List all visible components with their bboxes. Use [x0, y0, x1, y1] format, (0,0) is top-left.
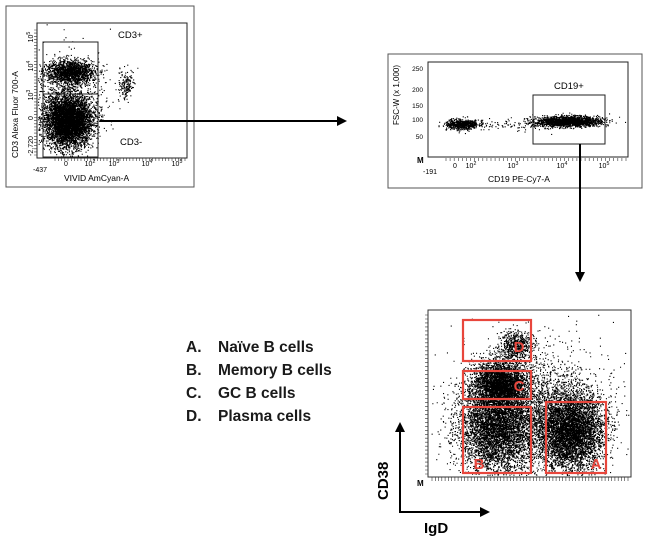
tick-label: 103 — [508, 161, 519, 170]
cd3-x-ticks: -437 0 102 103 104 105 — [33, 158, 186, 174]
tick-label: 250 — [412, 66, 423, 73]
cd19-plot-area — [427, 61, 629, 158]
gate-c-label: C — [514, 378, 525, 395]
tick-label: 150 — [412, 103, 423, 110]
tick-label: 103 — [26, 90, 35, 101]
tick-label: 0 — [28, 116, 35, 120]
cd3-y-ticks: 105 104 103 0 -2,720 — [26, 29, 37, 156]
cd19-plot: CD19+ FSC-W (x 1,000) CD19 PE-Cy7-A M 25… — [387, 53, 643, 189]
cd3-plot-area — [36, 22, 188, 159]
tick-label: 105 — [599, 161, 610, 170]
cd19-x-axis-label: CD19 PE-Cy7-A — [488, 174, 550, 184]
legend-letter: B. — [186, 361, 202, 379]
cd3-positive-label: CD3+ — [118, 30, 143, 41]
cd3-events — [38, 24, 139, 158]
cd19-events — [438, 112, 627, 135]
minor-ticks — [431, 477, 629, 481]
cd3-negative-label: CD3- — [120, 137, 142, 148]
tick-label: 200 — [412, 87, 423, 94]
tick-label: -2,720 — [28, 136, 35, 156]
cd38-axis-label: CD38 — [375, 462, 392, 500]
cd38-origin-label: M — [417, 479, 424, 488]
legend-label: Plasma cells — [218, 407, 312, 425]
tick-label: 0 — [453, 163, 457, 170]
legend-letter: C. — [186, 384, 202, 402]
legend-item: A. Naïve B cells — [186, 336, 332, 359]
tick-label: 0 — [64, 161, 68, 168]
gate-a-label: A — [591, 456, 602, 473]
tick-label: 104 — [26, 61, 35, 72]
tick-label: 105 — [26, 32, 35, 43]
legend-label: GC B cells — [218, 384, 296, 402]
cd3-y-axis-label: CD3 Alexa Fluor 700-A — [10, 71, 20, 158]
cd38-plot: D C B A M — [417, 309, 632, 488]
cd38-gates: D C B A — [461, 318, 608, 475]
legend-label: Memory B cells — [218, 361, 332, 379]
event-dots — [38, 24, 139, 158]
legend-item: B. Memory B cells — [186, 359, 332, 382]
legend-item: C. GC B cells — [186, 382, 332, 405]
tick-label: 100 — [412, 117, 423, 124]
legend-letter: A. — [186, 338, 202, 356]
minor-ticks — [445, 158, 627, 161]
tick-label: 102 — [85, 159, 96, 168]
cd19-origin-label: M — [417, 156, 424, 165]
cd19-x-ticks: -191 0 102 103 104 105 — [423, 158, 627, 176]
legend-letter: D. — [186, 407, 202, 425]
gate-b-label: B — [474, 456, 485, 473]
legend-label: Naïve B cells — [218, 338, 314, 356]
tick-label: 104 — [557, 161, 568, 170]
gate-d-box — [461, 318, 533, 363]
minor-ticks — [425, 314, 428, 475]
tick-label: -191 — [423, 169, 437, 176]
gate-d-label: D — [514, 339, 525, 356]
tick-label: 103 — [109, 159, 120, 168]
cd3-plot: CD3+ CD3- CD3 Alexa Fluor 700-A VIVID Am… — [5, 5, 195, 188]
cd19-positive-gate — [532, 94, 606, 145]
igd-axis-label: IgD — [424, 520, 448, 537]
cd38-x-ticks — [431, 477, 629, 481]
gate-a-box — [544, 400, 608, 475]
tick-label: 105 — [172, 159, 183, 168]
gate-c-box — [461, 369, 533, 401]
minor-ticks — [54, 158, 186, 161]
cd19-y-axis-label: FSC-W (x 1,000) — [392, 65, 401, 125]
cd3-negative-gate — [42, 93, 99, 158]
event-dots — [438, 112, 627, 135]
cd3-x-axis-label: VIVID AmCyan-A — [64, 173, 130, 183]
tick-label: 102 — [466, 161, 477, 170]
tick-label: 104 — [142, 159, 153, 168]
tick-label: 50 — [416, 134, 424, 141]
tick-label: -437 — [33, 167, 47, 174]
legend-item: D. Plasma cells — [186, 405, 332, 428]
cd38-y-ticks — [425, 314, 428, 475]
cd19-positive-label: CD19+ — [554, 81, 584, 92]
gate-b-box — [461, 405, 533, 475]
cd19-y-ticks: 250 200 150 100 50 — [412, 66, 423, 141]
cell-type-legend: A. Naïve B cells B. Memory B cells C. GC… — [186, 336, 332, 428]
minor-ticks — [34, 29, 37, 156]
